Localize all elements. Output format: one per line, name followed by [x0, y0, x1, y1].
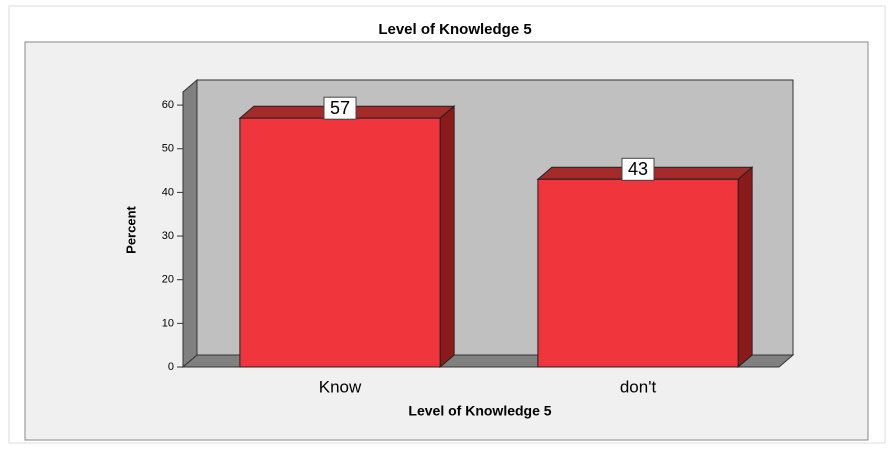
x-axis-label: Level of Knowledge 5: [408, 403, 551, 419]
y-tick-label: 10: [162, 317, 174, 329]
y-tick-label: 30: [162, 230, 174, 242]
chart-title: Level of Knowledge 5: [378, 21, 531, 38]
bar-side: [737, 166, 753, 369]
value-label: 43: [628, 159, 648, 179]
y-tick-label: 20: [162, 274, 174, 286]
bar: [537, 178, 739, 368]
x-tick-label: don't: [620, 377, 657, 396]
value-label: 57: [330, 98, 350, 118]
bar-side: [439, 105, 455, 369]
y-tick-label: 50: [162, 143, 174, 155]
y-tick-label: 60: [162, 99, 174, 111]
value-label-box: [323, 96, 357, 120]
y-tick-label: 0: [168, 361, 174, 373]
y-tick-label: 40: [162, 186, 174, 198]
left-wall: [182, 78, 198, 369]
value-label-box: [621, 157, 655, 181]
y-axis-label: Percent: [123, 205, 138, 253]
bar: [239, 117, 441, 368]
x-tick-label: Know: [319, 377, 362, 396]
